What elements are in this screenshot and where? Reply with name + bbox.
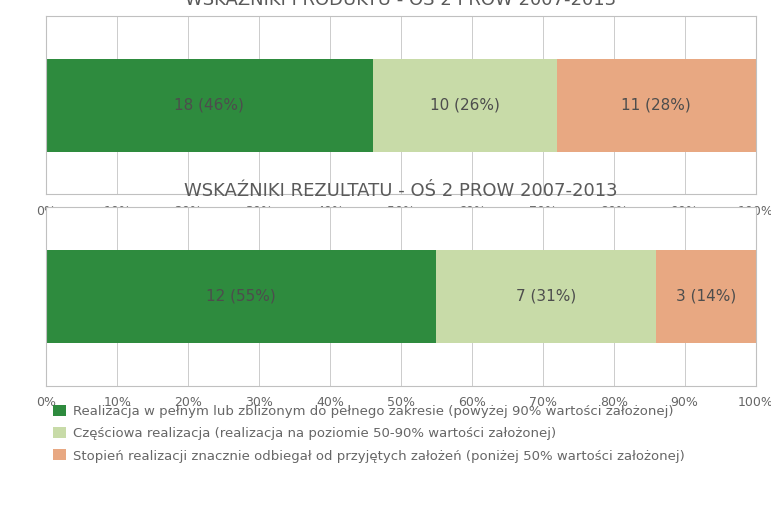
Text: 3 (14%): 3 (14%) <box>676 289 736 304</box>
Text: 11 (28%): 11 (28%) <box>621 98 691 112</box>
Text: 18 (46%): 18 (46%) <box>174 98 244 112</box>
Bar <box>46 59 372 152</box>
Bar <box>656 250 756 343</box>
Text: 10 (26%): 10 (26%) <box>429 98 500 112</box>
Legend: Realizacja w pełnym lub zbliżonym do pełnego zakresie (powyżej 90% wartości zało: Realizacja w pełnym lub zbliżonym do peł… <box>53 405 685 463</box>
Bar <box>372 59 557 152</box>
Bar <box>46 250 436 343</box>
Text: 7 (31%): 7 (31%) <box>517 289 577 304</box>
Title: WSKAŹNIKI REZULTATU - OŚ 2 PROW 2007-2013: WSKAŹNIKI REZULTATU - OŚ 2 PROW 2007-201… <box>184 182 618 200</box>
Bar <box>557 59 756 152</box>
Title: WSKAŹNIKI PRODUKTU - OŚ 2 PROW 2007-2013: WSKAŹNIKI PRODUKTU - OŚ 2 PROW 2007-2013 <box>185 0 617 8</box>
Text: 12 (55%): 12 (55%) <box>207 289 276 304</box>
Bar <box>436 250 656 343</box>
